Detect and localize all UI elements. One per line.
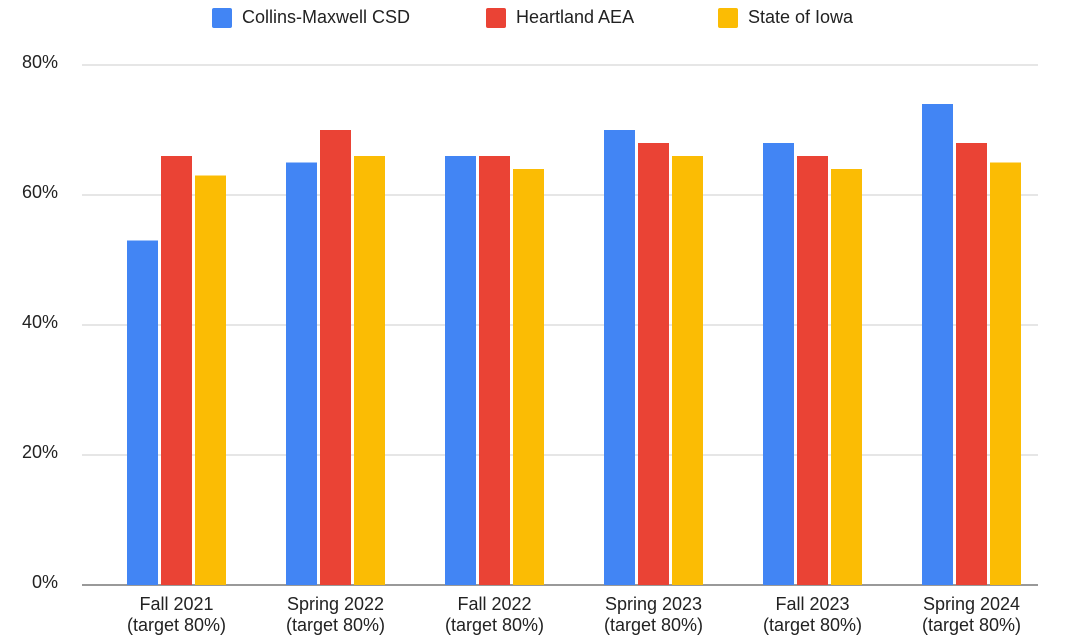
x-tick-label: Spring 2022 (target 80%) xyxy=(286,594,385,635)
legend-label: State of Iowa xyxy=(748,7,854,27)
bar xyxy=(763,143,794,585)
bar xyxy=(286,162,317,585)
legend-swatch xyxy=(718,8,738,28)
bar xyxy=(127,240,158,585)
bar xyxy=(354,156,385,585)
bar xyxy=(672,156,703,585)
legend-swatch xyxy=(212,8,232,28)
x-tick-label: Fall 2022 (target 80%) xyxy=(445,594,544,635)
legend-label: Collins-Maxwell CSD xyxy=(242,7,410,27)
bar xyxy=(956,143,987,585)
x-tick-label: Fall 2021 (target 80%) xyxy=(127,594,226,635)
x-tick-label: Fall 2023 (target 80%) xyxy=(763,594,862,635)
bar xyxy=(922,104,953,585)
bar xyxy=(797,156,828,585)
bar xyxy=(445,156,476,585)
x-tick-label: Spring 2023 (target 80%) xyxy=(604,594,703,635)
bar xyxy=(638,143,669,585)
legend-swatch xyxy=(486,8,506,28)
y-tick-label: 40% xyxy=(22,312,58,332)
bar xyxy=(831,169,862,585)
x-tick-label: Spring 2024 (target 80%) xyxy=(922,594,1021,635)
bar xyxy=(479,156,510,585)
y-tick-label: 80% xyxy=(22,52,58,72)
bar xyxy=(161,156,192,585)
bar xyxy=(604,130,635,585)
y-tick-label: 20% xyxy=(22,442,58,462)
bar xyxy=(320,130,351,585)
y-tick-label: 0% xyxy=(32,572,58,592)
bar xyxy=(990,162,1021,585)
legend-label: Heartland AEA xyxy=(516,7,634,27)
y-tick-label: 60% xyxy=(22,182,58,202)
bar xyxy=(195,175,226,585)
bar xyxy=(513,169,544,585)
